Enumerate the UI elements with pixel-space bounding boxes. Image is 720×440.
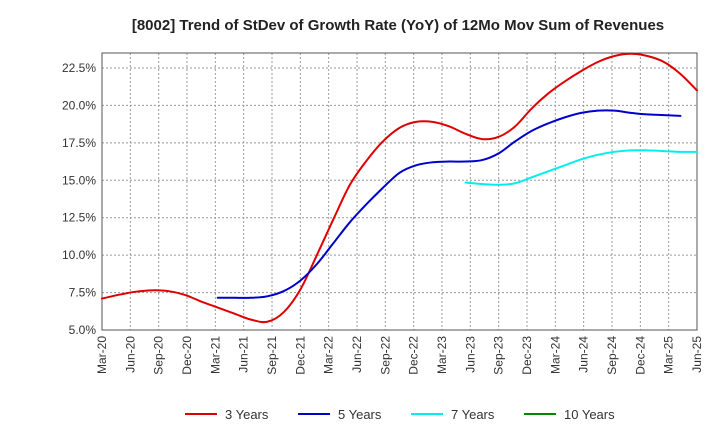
y-tick-label: 15.0% [62, 173, 96, 187]
x-tick-label: Dec-22 [407, 336, 421, 375]
y-axis: 5.0% 7.5% 10.0% 12.5% 15.0% 17.5% 20.0% 22.5% [62, 61, 96, 337]
y-tick-label: 20.0% [62, 98, 96, 112]
x-tick-label: Jun-23 [463, 336, 477, 373]
series-line-1 [101, 52, 698, 324]
x-tick-label: Dec-24 [633, 336, 647, 375]
x-axis: Mar-20 Jun-20 Sep-20 Dec-20 Mar-21 Jun-21 Sep-… [95, 336, 704, 375]
x-tick-label: Jun-25 [690, 336, 704, 373]
x-tick-label: Jun-21 [237, 336, 251, 373]
series-line-3 [464, 149, 698, 186]
x-tick-label: Mar-22 [322, 336, 336, 374]
y-tick-label: 17.5% [62, 136, 96, 150]
x-tick-label: Dec-20 [180, 336, 194, 375]
x-tick-label: Mar-20 [95, 336, 109, 374]
y-tick-label: 5.0% [69, 323, 97, 337]
x-tick-label: Sep-21 [265, 336, 279, 375]
x-tick-label: Jun-22 [350, 336, 364, 373]
y-tick-label: 7.5% [69, 286, 97, 300]
x-tick-label: Jun-20 [123, 336, 137, 373]
x-tick-label: Mar-24 [548, 336, 562, 374]
x-tick-label: Sep-24 [605, 336, 619, 375]
x-tick-label: Mar-23 [435, 336, 449, 374]
legend-label: 5 Years [338, 407, 382, 422]
y-tick-label: 12.5% [62, 211, 96, 225]
y-tick-label: 22.5% [62, 61, 96, 75]
grid [102, 53, 697, 330]
legend-label: 7 Years [451, 407, 495, 422]
x-tick-label: Sep-20 [152, 336, 166, 375]
legend-label: 3 Years [225, 407, 269, 422]
x-tick-label: Mar-25 [662, 336, 676, 374]
chart-title: [8002] Trend of StDev of Growth Rate (Yo… [132, 17, 664, 34]
legend-label: 10 Years [564, 407, 615, 422]
x-tick-label: Dec-21 [293, 336, 307, 375]
y-tick-label: 10.0% [62, 248, 96, 262]
x-tick-label: Jun-24 [577, 336, 591, 373]
x-tick-label: Sep-23 [492, 336, 506, 375]
x-tick-label: Sep-22 [378, 336, 392, 375]
x-tick-label: Mar-21 [208, 336, 222, 374]
legend: 3 Years 5 Years 7 Years 10 Years [185, 407, 615, 422]
series-line-2 [216, 109, 682, 299]
x-tick-label: Dec-23 [520, 336, 534, 375]
plot-area-border [101, 52, 698, 331]
series-lines [101, 52, 698, 324]
